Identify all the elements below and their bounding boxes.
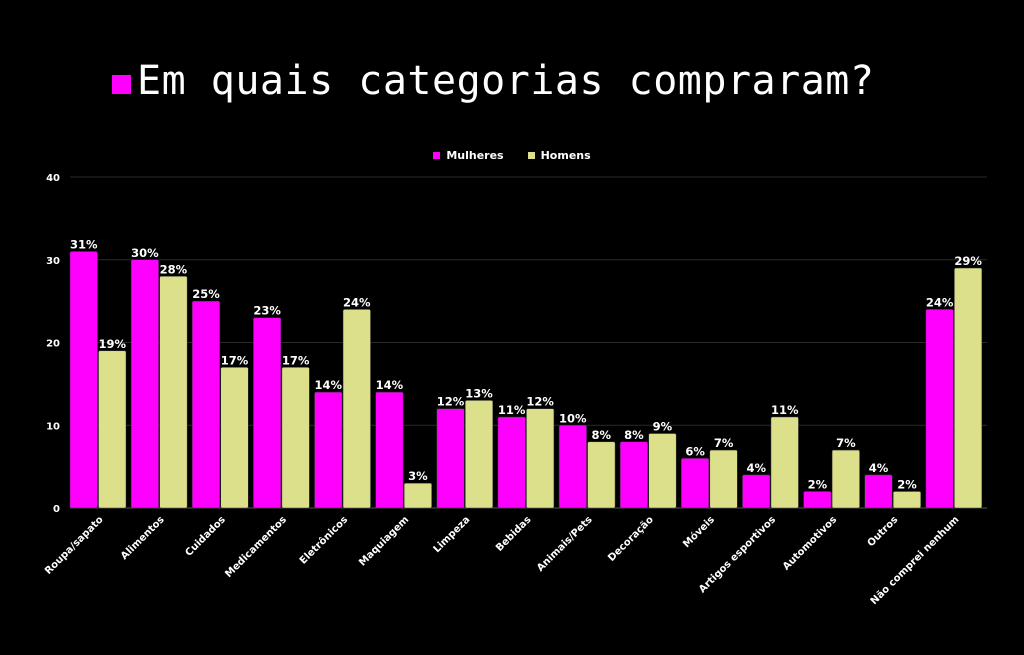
bar-mulheres [253, 317, 282, 509]
x-category-label: Automotivos [781, 514, 839, 572]
bar-value-label: 7% [836, 436, 856, 450]
x-category-label: Cuidados [183, 514, 227, 558]
x-category-label: Maquiagem [357, 514, 411, 568]
y-tick-label: 0 [53, 504, 60, 515]
x-category-label: Limpeza [432, 514, 473, 555]
x-category-label: Medicamentos [223, 514, 289, 580]
bar-homens [220, 367, 249, 509]
bar-homens [709, 449, 738, 509]
bar-mulheres [864, 474, 893, 509]
legend-label-homens: Homens [540, 149, 591, 162]
x-category-label: Alimentos [119, 514, 167, 562]
bar-value-label: 29% [954, 254, 982, 268]
bar-value-label: 4% [746, 461, 766, 475]
bar-value-label: 28% [160, 262, 188, 276]
bar-value-label: 12% [437, 395, 465, 409]
bar-mulheres [497, 416, 526, 509]
y-tick-label: 10 [46, 421, 60, 432]
bar-homens [281, 367, 310, 509]
bar-mulheres [925, 309, 954, 509]
y-tick-label: 30 [46, 256, 60, 267]
bar-value-label: 17% [221, 353, 249, 367]
bar-value-label: 25% [192, 287, 220, 301]
x-category-label: Animais/Pets [535, 514, 595, 574]
bar-value-label: 4% [869, 461, 889, 475]
bar-homens [526, 408, 555, 509]
legend-item-mulheres: Mulheres [433, 149, 504, 162]
legend-item-homens: Homens [527, 149, 591, 162]
bar-homens [465, 400, 494, 509]
bar-value-label: 19% [98, 337, 126, 351]
bar-mulheres [436, 408, 465, 509]
bar-homens [892, 491, 921, 509]
y-tick-label: 20 [46, 339, 60, 350]
bar-mulheres [681, 458, 710, 509]
bar-mulheres [375, 391, 404, 509]
bar-value-label: 12% [526, 395, 554, 409]
bar-homens [403, 482, 432, 509]
bar-value-label: 24% [926, 295, 954, 309]
bar-value-label: 11% [498, 403, 526, 417]
bar-value-label: 13% [465, 386, 493, 400]
title-square-icon [112, 74, 131, 94]
bar-value-label: 17% [282, 353, 310, 367]
bar-mulheres [619, 441, 648, 509]
bar-value-label: 24% [343, 295, 371, 309]
bar-mulheres [742, 474, 771, 509]
bar-homens [954, 267, 983, 509]
legend-swatch-mulheres-icon [433, 152, 441, 159]
bar-value-label: 10% [559, 411, 587, 425]
bar-mulheres [558, 425, 587, 509]
chart-legend: Mulheres Homens [0, 149, 1024, 162]
bar-value-label: 2% [897, 477, 917, 491]
bar-homens [98, 350, 127, 509]
bar-value-label: 8% [592, 428, 612, 442]
x-category-label: Decoração [606, 514, 656, 564]
bar-value-label: 3% [408, 469, 428, 483]
chart-title: Em quais categorias compraram? [112, 58, 874, 104]
bar-mulheres [803, 491, 832, 509]
x-category-label: Outros [866, 514, 901, 549]
legend-swatch-homens-icon [527, 152, 535, 159]
x-category-label: Eletrônicos [297, 514, 350, 567]
bar-homens [342, 309, 371, 509]
x-category-label: Móveis [681, 514, 717, 550]
bar-value-label: 6% [685, 444, 705, 458]
bar-mulheres [69, 251, 98, 509]
bar-homens [831, 449, 860, 509]
bar-value-label: 30% [131, 246, 159, 260]
bar-mulheres [130, 259, 159, 509]
bar-value-label: 14% [376, 378, 404, 392]
bar-homens [648, 433, 677, 509]
bar-value-label: 11% [771, 403, 799, 417]
bar-value-label: 9% [653, 420, 673, 434]
bar-homens [159, 276, 188, 509]
bar-homens [770, 416, 799, 509]
bar-homens [587, 441, 616, 509]
chart-title-text: Em quais categorias compraram? [137, 58, 875, 104]
y-tick-label: 40 [46, 173, 60, 184]
bar-mulheres [192, 300, 221, 509]
bar-value-label: 7% [714, 436, 734, 450]
legend-label-mulheres: Mulheres [446, 149, 504, 162]
x-category-label: Roupa/sapato [43, 514, 106, 577]
bar-value-label: 2% [808, 477, 828, 491]
bar-value-label: 14% [315, 378, 343, 392]
bar-value-label: 31% [70, 237, 98, 251]
x-category-label: Bebidas [494, 514, 534, 554]
bar-value-label: 8% [624, 428, 644, 442]
bar-value-label: 23% [253, 304, 281, 318]
bar-mulheres [314, 391, 343, 509]
